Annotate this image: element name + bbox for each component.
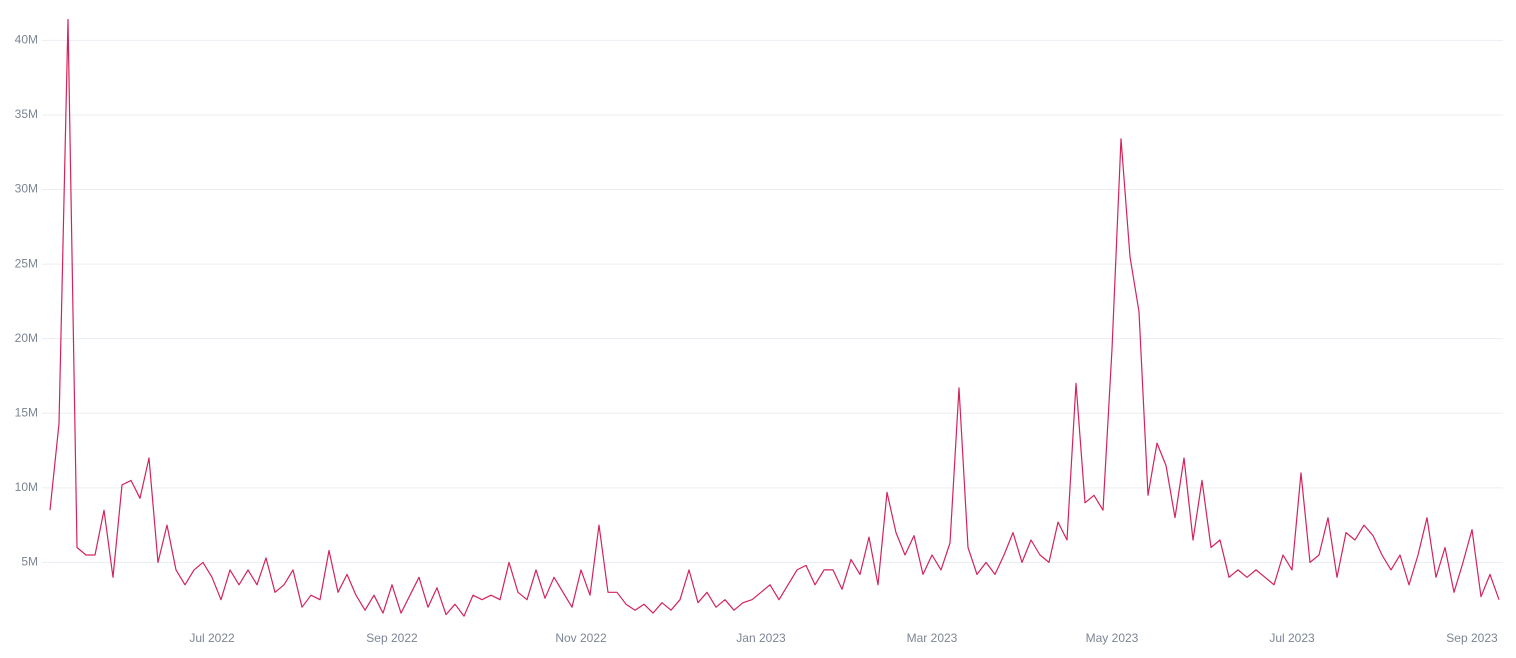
y-tick-label: 35M <box>15 107 38 121</box>
y-tick-label: 10M <box>15 480 38 494</box>
y-tick-label: 40M <box>15 33 38 47</box>
x-tick-label: Sep 2022 <box>366 631 418 645</box>
y-tick-label: 30M <box>15 182 38 196</box>
x-tick-label: Jul 2022 <box>189 631 235 645</box>
x-tick-label: Jul 2023 <box>1269 631 1315 645</box>
x-tick-label: Sep 2023 <box>1446 631 1498 645</box>
y-tick-label: 25M <box>15 256 38 270</box>
y-tick-label: 15M <box>15 405 38 419</box>
x-tick-label: Mar 2023 <box>907 631 958 645</box>
y-tick-label: 5M <box>21 555 38 569</box>
x-tick-label: Jan 2023 <box>736 631 786 645</box>
x-tick-label: Nov 2022 <box>555 631 607 645</box>
data-line <box>49 18 1500 617</box>
y-tick-label: 20M <box>15 331 38 345</box>
x-tick-label: May 2023 <box>1086 631 1139 645</box>
